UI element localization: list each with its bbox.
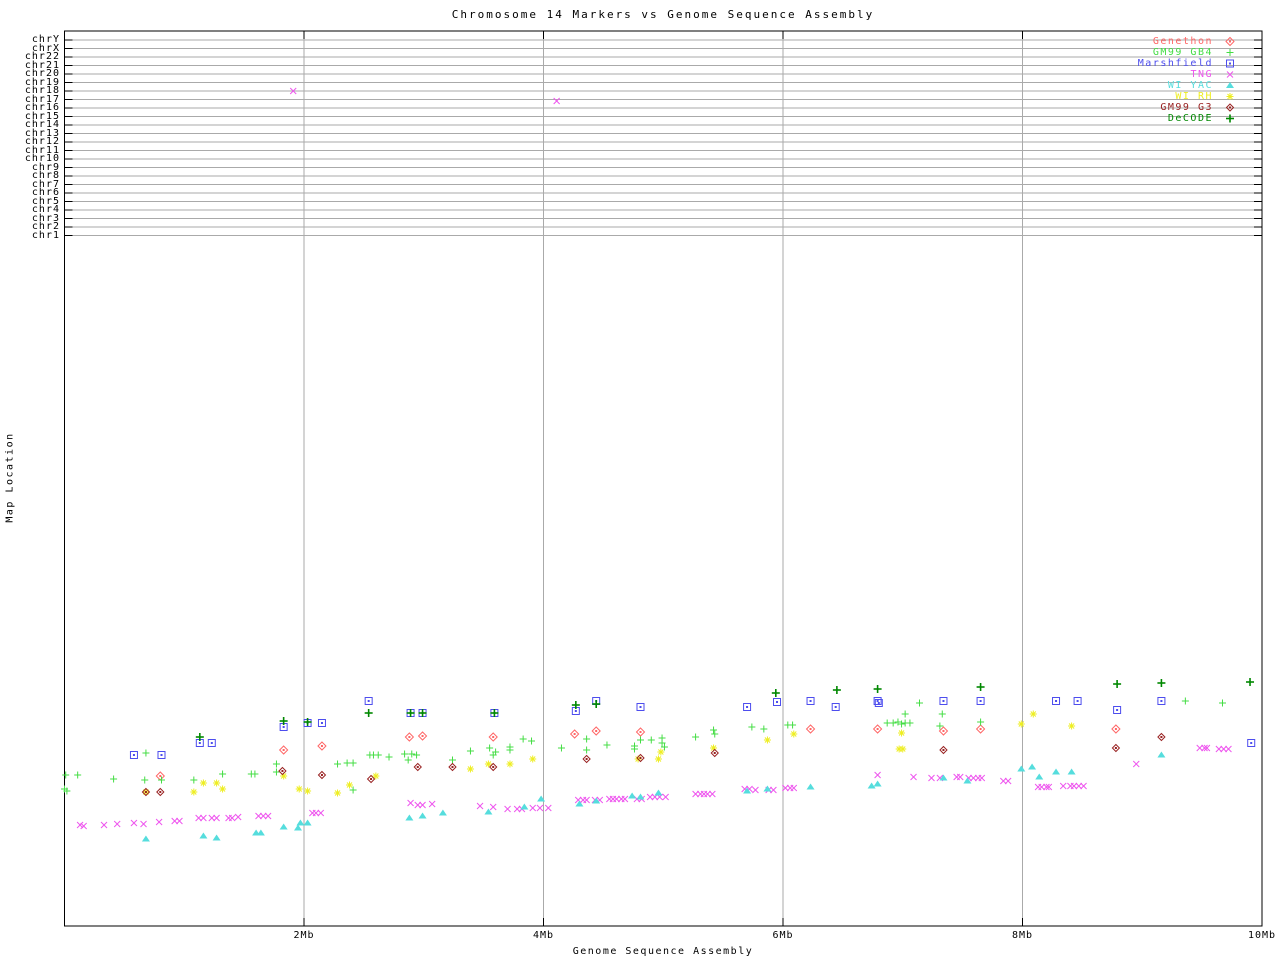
legend-label: WI YAC	[1167, 80, 1213, 91]
series-genethon	[155, 724, 1121, 781]
x-axis-title: Genome Sequence Assembly	[572, 946, 754, 957]
y-tick-label-chr12: chr12	[24, 136, 60, 147]
legend-label: TNG	[1190, 69, 1213, 80]
y-tick-label-chr20: chr20	[24, 68, 60, 79]
scatter-points	[61, 87, 1256, 842]
series-gm99-g3	[141, 732, 1166, 797]
x-tick-label-2mb: 2Mb	[293, 930, 315, 941]
legend-label: DeCODE	[1167, 113, 1213, 124]
y-tick-label-chr1: chr1	[31, 229, 60, 241]
legend-item-tng: TNG	[1138, 69, 1238, 80]
legend-label: Marshfield	[1137, 58, 1213, 69]
y-tick-label-chrX: chrX	[31, 42, 60, 54]
series-wi-rh	[142, 710, 1076, 797]
x-tick-label-6mb: 6Mb	[772, 930, 794, 941]
x-tick-label-10mb: 10Mb	[1247, 930, 1277, 941]
legend: Genethon GM99 GB4 Marshfield TNG WI YAC WI RH…	[1138, 36, 1238, 124]
y-tick-label-chrY: chrY	[31, 34, 60, 45]
y-tick-label-chr22: chr22	[24, 51, 60, 62]
y-tick-label-chr6: chr6	[31, 187, 60, 198]
legend-item-marshfield: Marshfield	[1138, 58, 1238, 69]
plot-frame	[64, 30, 1263, 927]
legend-item-wi-rh: WI RH	[1138, 91, 1238, 102]
y-tick-label-chr3: chr3	[31, 212, 60, 224]
y-tick-label-chr4: chr4	[31, 204, 60, 215]
y-tick-label-chr18: chr18	[24, 85, 60, 96]
legend-label: WI RH	[1175, 91, 1213, 102]
legend-label: GM99 G3	[1160, 102, 1213, 113]
series-decode	[195, 678, 1255, 741]
x-legend-marker-icon	[1226, 71, 1234, 78]
series-marshfield	[129, 697, 1256, 759]
diamond-legend-marker-icon	[1225, 36, 1235, 47]
legend-label: GM99 GB4	[1152, 47, 1213, 58]
y-tick-label-chr5: chr5	[31, 195, 60, 207]
y-tick-label-chr14: chr14	[24, 119, 60, 130]
legend-item-gm99-g3: GM99 G3	[1138, 102, 1238, 113]
star-legend-marker-icon	[1226, 93, 1234, 100]
legend-label: Genethon	[1152, 36, 1213, 47]
series-gm99-gb4	[61, 697, 1226, 795]
y-tick-label-chr2: chr2	[31, 221, 60, 232]
plus-bold-legend-marker-icon	[1226, 114, 1234, 123]
y-tick-label-chr21: chr21	[24, 59, 60, 71]
x-tick-label-8mb: 8Mb	[1011, 930, 1034, 941]
triangle-legend-marker-icon	[1226, 82, 1234, 88]
y-tick-label-chr7: chr7	[31, 178, 60, 190]
legend-item-genethon: Genethon	[1138, 36, 1238, 47]
chart-title: Chromosome 14 Markers vs Genome Sequence…	[451, 8, 875, 21]
legend-item-wi-yac: WI YAC	[1138, 80, 1238, 91]
series-tng	[76, 87, 1232, 830]
axis-ticks	[64, 31, 1263, 926]
y-tick-label-chr19: chr19	[24, 76, 60, 88]
y-tick-label-chr16: chr16	[24, 102, 60, 113]
chromosome-gridlines	[65, 39, 1261, 236]
y-tick-label-chr11: chr11	[24, 144, 60, 156]
y-tick-label-chr15: chr15	[24, 110, 60, 122]
mb-gridlines	[303, 32, 1023, 925]
y-tick-label-chr13: chr13	[24, 127, 60, 139]
y-tick-label-chr10: chr10	[24, 153, 60, 164]
y-tick-label-chr17: chr17	[24, 93, 60, 105]
plus-legend-marker-icon	[1226, 49, 1234, 56]
series-wi-yac	[141, 751, 1166, 842]
legend-item-gm99-gb4: GM99 GB4	[1138, 47, 1238, 58]
x-tick-label-4mb: 4Mb	[532, 930, 555, 941]
legend-item-decode: DeCODE	[1138, 113, 1238, 124]
square-dot-legend-marker-icon	[1226, 59, 1234, 68]
y-tick-label-chr8: chr8	[31, 170, 60, 181]
y-tick-label-chr9: chr9	[31, 161, 60, 173]
diamond-dot-legend-marker-icon	[1225, 103, 1235, 112]
